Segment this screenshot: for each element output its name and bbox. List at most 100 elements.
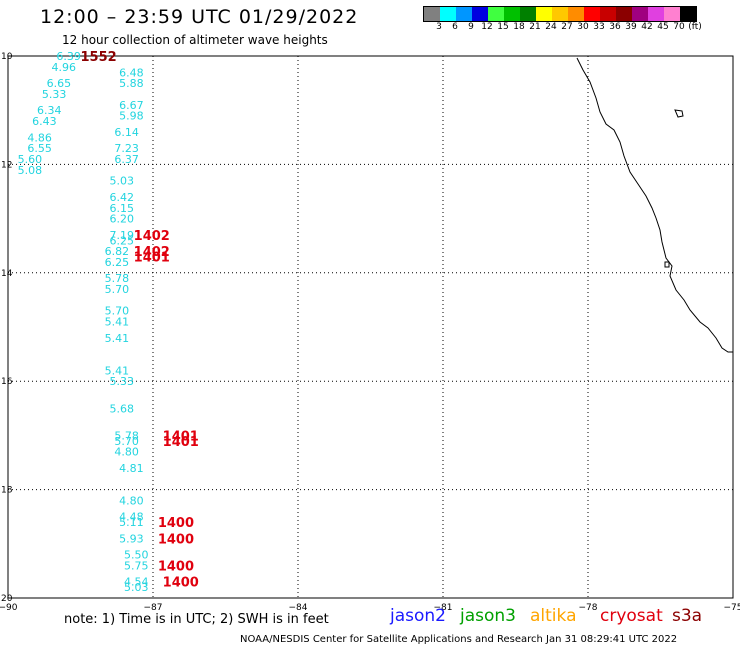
color-swatch xyxy=(488,7,504,21)
color-scale-label: 70 xyxy=(673,22,685,32)
swh-value: 4.81 xyxy=(119,462,143,475)
swh-value: 6.82 xyxy=(105,245,129,258)
latitude-tick-label: 16 xyxy=(1,377,13,387)
swh-value: 6.14 xyxy=(114,126,139,139)
swh-value: 6.25 xyxy=(110,234,135,247)
swh-value: 4.54 xyxy=(124,576,149,589)
page-title: 12:00 – 23:59 UTC 01/29/2022 xyxy=(40,6,359,28)
swh-value: 5.03 xyxy=(124,581,149,594)
longitude-tick-label: −87 xyxy=(144,603,163,613)
color-swatch xyxy=(440,7,456,21)
color-scale-label: 27 xyxy=(561,22,573,32)
wave-height-values: 6.394.96 6.65 6.485.88 5.33 6.34 6.675.98 6.43… xyxy=(18,50,149,594)
swh-value: 6.55 xyxy=(27,142,52,155)
color-swatch xyxy=(632,7,648,21)
color-swatch xyxy=(520,7,536,21)
swh-value: 4.96 xyxy=(52,61,77,74)
swh-value: 6.37 xyxy=(114,153,139,166)
pass-time-label: 1400 xyxy=(158,516,194,531)
swh-value: 5.93 xyxy=(119,532,143,545)
swh-value: 5.41 xyxy=(105,316,129,329)
latitude-tick-label: 10 xyxy=(1,52,13,62)
latitude-tick-label: 18 xyxy=(1,486,13,496)
island xyxy=(674,109,684,118)
color-scale-label: 24 xyxy=(545,22,557,32)
color-scale-label: 15 xyxy=(497,22,509,32)
pass-time-label: 1400 xyxy=(158,532,194,547)
latitude-tick-label: 12 xyxy=(1,160,12,170)
legend-item-jason2: jason2 xyxy=(390,606,446,626)
swh-value: 5.33 xyxy=(42,88,66,101)
pass-time-label: 1401 xyxy=(163,429,199,444)
swh-value: 5.70 xyxy=(105,283,129,296)
footnote: note: 1) Time is in UTC; 2) SWH is in fe… xyxy=(64,612,329,627)
color-swatch xyxy=(552,7,568,21)
swh-value: 6.65 xyxy=(47,77,72,90)
color-swatch xyxy=(456,7,472,21)
color-scale-label: 33 xyxy=(593,22,605,32)
swh-value: 5.78 xyxy=(105,272,129,285)
swh-value: 5.11 xyxy=(119,516,143,529)
swh-value: 5.33 xyxy=(110,375,135,388)
color-scale-labels: 3 6 9 12 15 18 21 24 27 30 33 36 39 42 45 70 (ft) xyxy=(423,22,740,34)
legend-item-jason3: jason3 xyxy=(460,606,516,626)
swh-value: 6.25 xyxy=(105,256,129,269)
longitude-tick-label: −81 xyxy=(434,603,453,613)
swh-value: 6.43 xyxy=(32,115,57,128)
pass-time-label: 1400 xyxy=(158,559,194,574)
color-scale-label: 12 xyxy=(481,22,493,32)
swh-value: 7.23 xyxy=(114,142,139,155)
subtitle: 12 hour collection of altimeter wave hei… xyxy=(62,33,328,47)
swh-value: 6.20 xyxy=(110,213,135,226)
color-scale-label: 39 xyxy=(625,22,637,32)
longitude-tick-label: −78 xyxy=(579,603,598,613)
color-scale-label: 6 xyxy=(452,22,458,32)
color-scale-label: (ft) xyxy=(688,22,702,32)
swh-value: 5.41 xyxy=(105,364,129,377)
color-swatch xyxy=(584,7,600,21)
credit-footer: NOAA/NESDIS Center for Satellite Applica… xyxy=(240,634,678,645)
longitude-tick-label: −90 xyxy=(0,603,18,613)
swh-value: 6.67 xyxy=(119,99,143,112)
swh-value: 6.42 xyxy=(110,191,135,204)
swh-value: 5.98 xyxy=(119,110,143,123)
legend-item-cryosat: cryosat xyxy=(600,606,663,626)
color-swatch xyxy=(664,7,680,21)
swh-value: 6.39 xyxy=(56,50,80,63)
swh-value: 4.80 xyxy=(119,494,143,507)
swh-value: 7.19 xyxy=(110,229,135,242)
latitude-tick-label: 20 xyxy=(1,594,13,604)
pass-time-label: 1400 xyxy=(163,576,199,591)
swh-value: 4.80 xyxy=(114,446,139,459)
color-swatch xyxy=(568,7,584,21)
color-scale-label: 42 xyxy=(641,22,653,32)
pass-time-label: 1401 xyxy=(134,251,170,266)
pass-time-label: 1401 xyxy=(163,435,199,450)
pass-time-label: 1552 xyxy=(81,50,117,65)
swh-value: 5.08 xyxy=(18,164,42,177)
swh-value: 5.75 xyxy=(124,559,149,572)
color-scale-label: 30 xyxy=(577,22,589,32)
swh-value: 5.50 xyxy=(124,549,149,562)
color-scale-bar xyxy=(423,6,697,22)
color-swatch xyxy=(472,7,488,21)
color-swatch xyxy=(424,7,440,21)
coastline xyxy=(576,57,733,353)
swh-value: 5.88 xyxy=(119,77,143,90)
color-scale-label: 21 xyxy=(529,22,541,32)
swh-value: 6.34 xyxy=(37,104,62,117)
lat-lon-grid xyxy=(8,56,733,598)
color-swatch xyxy=(616,7,632,21)
color-scale-label: 36 xyxy=(609,22,621,32)
color-swatch xyxy=(600,7,616,21)
pass-time-label: 1402 xyxy=(134,245,170,260)
legend-item-altika: altika xyxy=(530,606,577,626)
swh-value: 6.15 xyxy=(110,202,135,215)
map-frame xyxy=(7,55,734,599)
swh-value: 4.86 xyxy=(27,131,52,144)
swh-value: 5.78 xyxy=(114,429,139,442)
longitude-tick-label: −84 xyxy=(289,603,308,613)
swh-value: 5.41 xyxy=(105,332,129,345)
